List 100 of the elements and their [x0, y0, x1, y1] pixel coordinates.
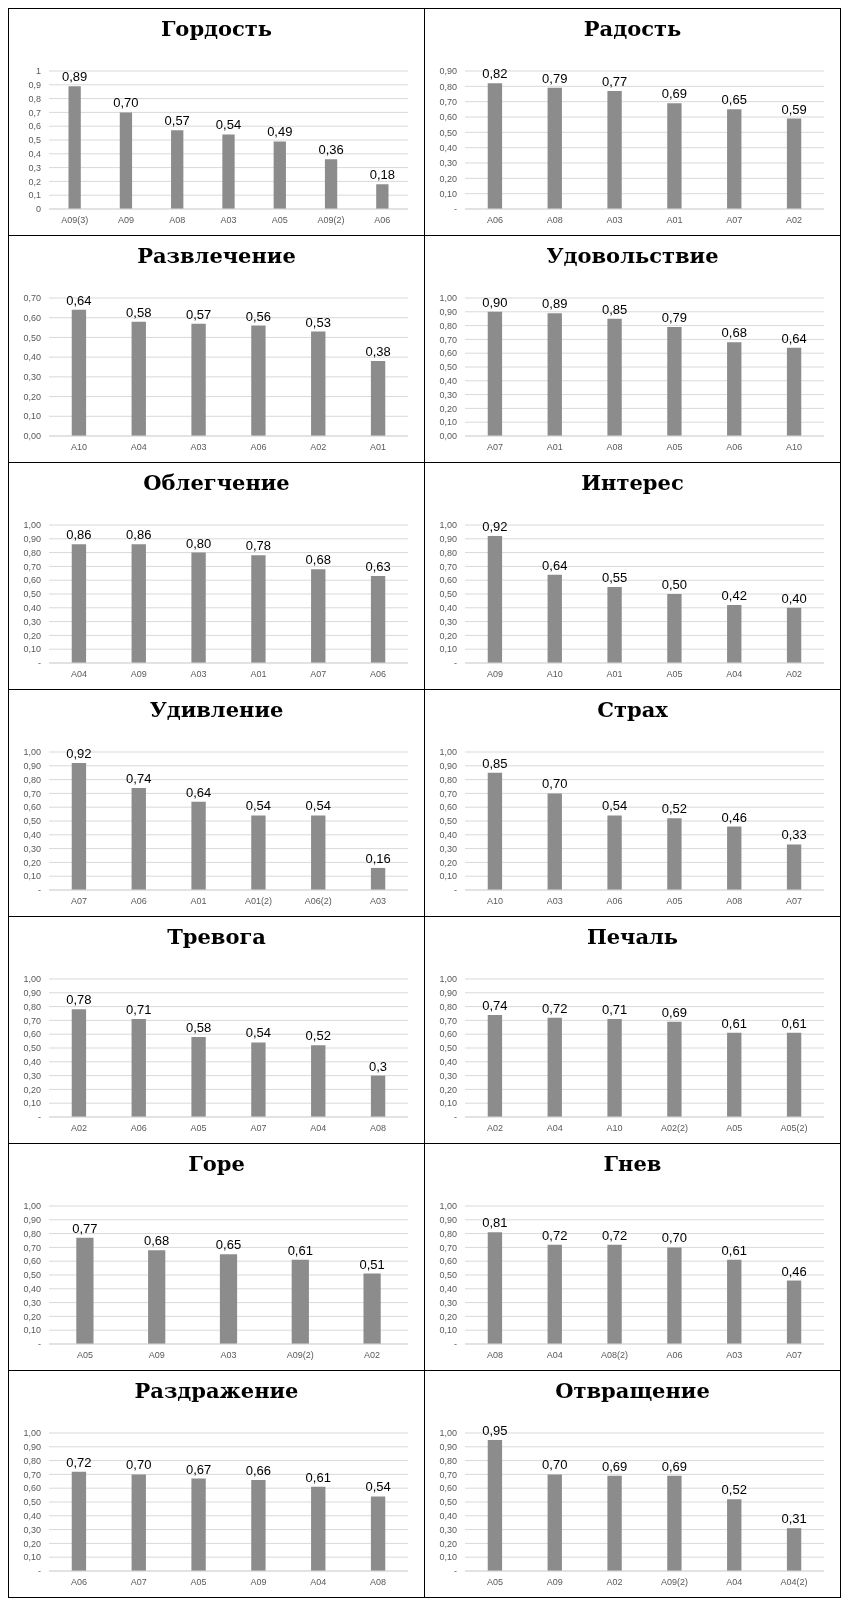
data-label: 0,46 — [781, 1263, 807, 1279]
data-label: 0,78 — [66, 992, 92, 1008]
x-tick-label: A05 — [666, 442, 683, 453]
bar — [219, 1254, 238, 1344]
data-label: 0,92 — [66, 746, 92, 762]
data-label: 0,72 — [66, 1454, 92, 1470]
data-label: 0,77 — [601, 73, 628, 89]
y-tick-label: 0,70 — [23, 1469, 41, 1480]
bar — [547, 87, 562, 209]
y-tick-label: 0,60 — [23, 802, 41, 813]
x-tick-label: A03 — [220, 215, 237, 226]
data-label: 0,54 — [245, 798, 272, 814]
y-tick-label: 0,20 — [439, 173, 457, 184]
y-tick-label: 0,80 — [439, 320, 457, 331]
bar — [68, 86, 81, 209]
x-tick-label: A01 — [546, 442, 563, 453]
chart-title: Страх — [596, 696, 669, 724]
x-tick-label: A03 — [370, 896, 387, 907]
x-tick-label: A04(2) — [780, 1577, 808, 1588]
y-tick-label: 0,60 — [439, 112, 457, 123]
chart-title: Горе — [187, 1150, 246, 1178]
data-label: 0,61 — [287, 1242, 313, 1258]
y-tick-label: 0,80 — [439, 81, 457, 92]
data-label: 0,61 — [721, 1015, 747, 1031]
bar — [370, 867, 386, 890]
bar — [786, 1032, 802, 1117]
x-tick-label: A01 — [370, 442, 387, 453]
data-label: 0,18 — [369, 167, 396, 183]
y-tick-label: 0,80 — [23, 1228, 41, 1239]
x-tick-label: A05 — [486, 1577, 503, 1588]
bar — [607, 1244, 622, 1344]
x-tick-label: A04 — [726, 1577, 743, 1588]
y-tick-label: 0,10 — [439, 1098, 457, 1109]
y-tick-label: 0 — [35, 204, 41, 215]
y-tick-label: 0,70 — [439, 1015, 457, 1026]
data-label: 0,52 — [305, 1028, 331, 1044]
y-tick-label: 0,20 — [23, 857, 41, 868]
x-tick-label: A07 — [250, 1123, 267, 1134]
x-tick-label: A01 — [190, 896, 207, 907]
y-tick-label: - — [38, 1339, 41, 1350]
data-label: 0,79 — [542, 70, 568, 86]
x-tick-label: A09(2) — [317, 215, 345, 226]
data-label: 0,68 — [144, 1233, 170, 1249]
x-tick-label: A04 — [130, 442, 147, 453]
data-label: 0,64 — [781, 330, 807, 346]
x-tick-label: A10 — [786, 442, 803, 453]
bar — [191, 1478, 206, 1571]
y-tick-label: 1,00 — [23, 520, 41, 531]
y-tick-label: 0,20 — [439, 403, 457, 414]
bar — [487, 772, 503, 890]
x-tick-label: A09(3) — [61, 215, 89, 226]
y-tick-label: 0,40 — [23, 829, 41, 840]
bar — [786, 607, 802, 663]
x-tick-label: A07 — [310, 669, 327, 680]
x-tick-label: A03 — [190, 669, 207, 680]
x-tick-label: A04 — [546, 1350, 563, 1361]
x-tick-label: A07 — [130, 1577, 147, 1588]
y-tick-label: 0,40 — [23, 602, 41, 613]
y-tick-label: 0,50 — [439, 127, 457, 138]
y-tick-label: 0,80 — [439, 547, 457, 558]
y-tick-label: 0,50 — [23, 589, 41, 600]
x-tick-label: A08(2) — [601, 1350, 629, 1361]
y-tick-label: 0,80 — [23, 547, 41, 558]
bar — [547, 1244, 562, 1344]
y-tick-label: 0,7 — [28, 107, 41, 118]
y-tick-label: - — [38, 885, 41, 896]
data-label: 0,66 — [245, 1462, 272, 1478]
y-tick-label: 0,50 — [439, 1043, 457, 1054]
y-tick-label: 0,30 — [23, 1524, 41, 1535]
bar — [251, 1042, 266, 1117]
bar — [376, 184, 389, 209]
y-tick-label: 0,30 — [439, 1070, 457, 1081]
y-tick-label: 0,30 — [23, 616, 41, 627]
x-tick-label: A05 — [190, 1123, 207, 1134]
data-label: 0,70 — [542, 1457, 568, 1473]
y-tick-label: 0,10 — [439, 871, 457, 882]
x-tick-label: A02 — [70, 1123, 87, 1134]
data-label: 0,59 — [781, 101, 807, 117]
y-tick-label: 0,9 — [28, 79, 41, 90]
data-label: 0,69 — [661, 1004, 688, 1020]
bar — [607, 318, 622, 436]
y-tick-label: 0,30 — [439, 843, 457, 854]
data-label: 0,31 — [781, 1511, 807, 1527]
x-tick-label: A04 — [546, 1123, 563, 1134]
data-label: 0,64 — [542, 557, 568, 573]
y-tick-label: 1,00 — [439, 1428, 457, 1439]
data-label: 0,51 — [359, 1256, 385, 1272]
bar — [251, 555, 266, 663]
bar — [727, 826, 742, 890]
data-label: 0,54 — [245, 1025, 272, 1041]
data-label: 0,54 — [215, 117, 242, 133]
y-tick-label: 0,60 — [439, 802, 457, 813]
bar — [71, 1009, 87, 1117]
data-label: 0,70 — [113, 95, 139, 111]
y-tick-label: 0,50 — [439, 1497, 457, 1508]
bar — [667, 326, 682, 436]
bar — [222, 134, 235, 209]
bar — [786, 347, 802, 436]
data-label: 0,54 — [601, 798, 628, 814]
x-tick-label: A05(2) — [780, 1123, 808, 1134]
